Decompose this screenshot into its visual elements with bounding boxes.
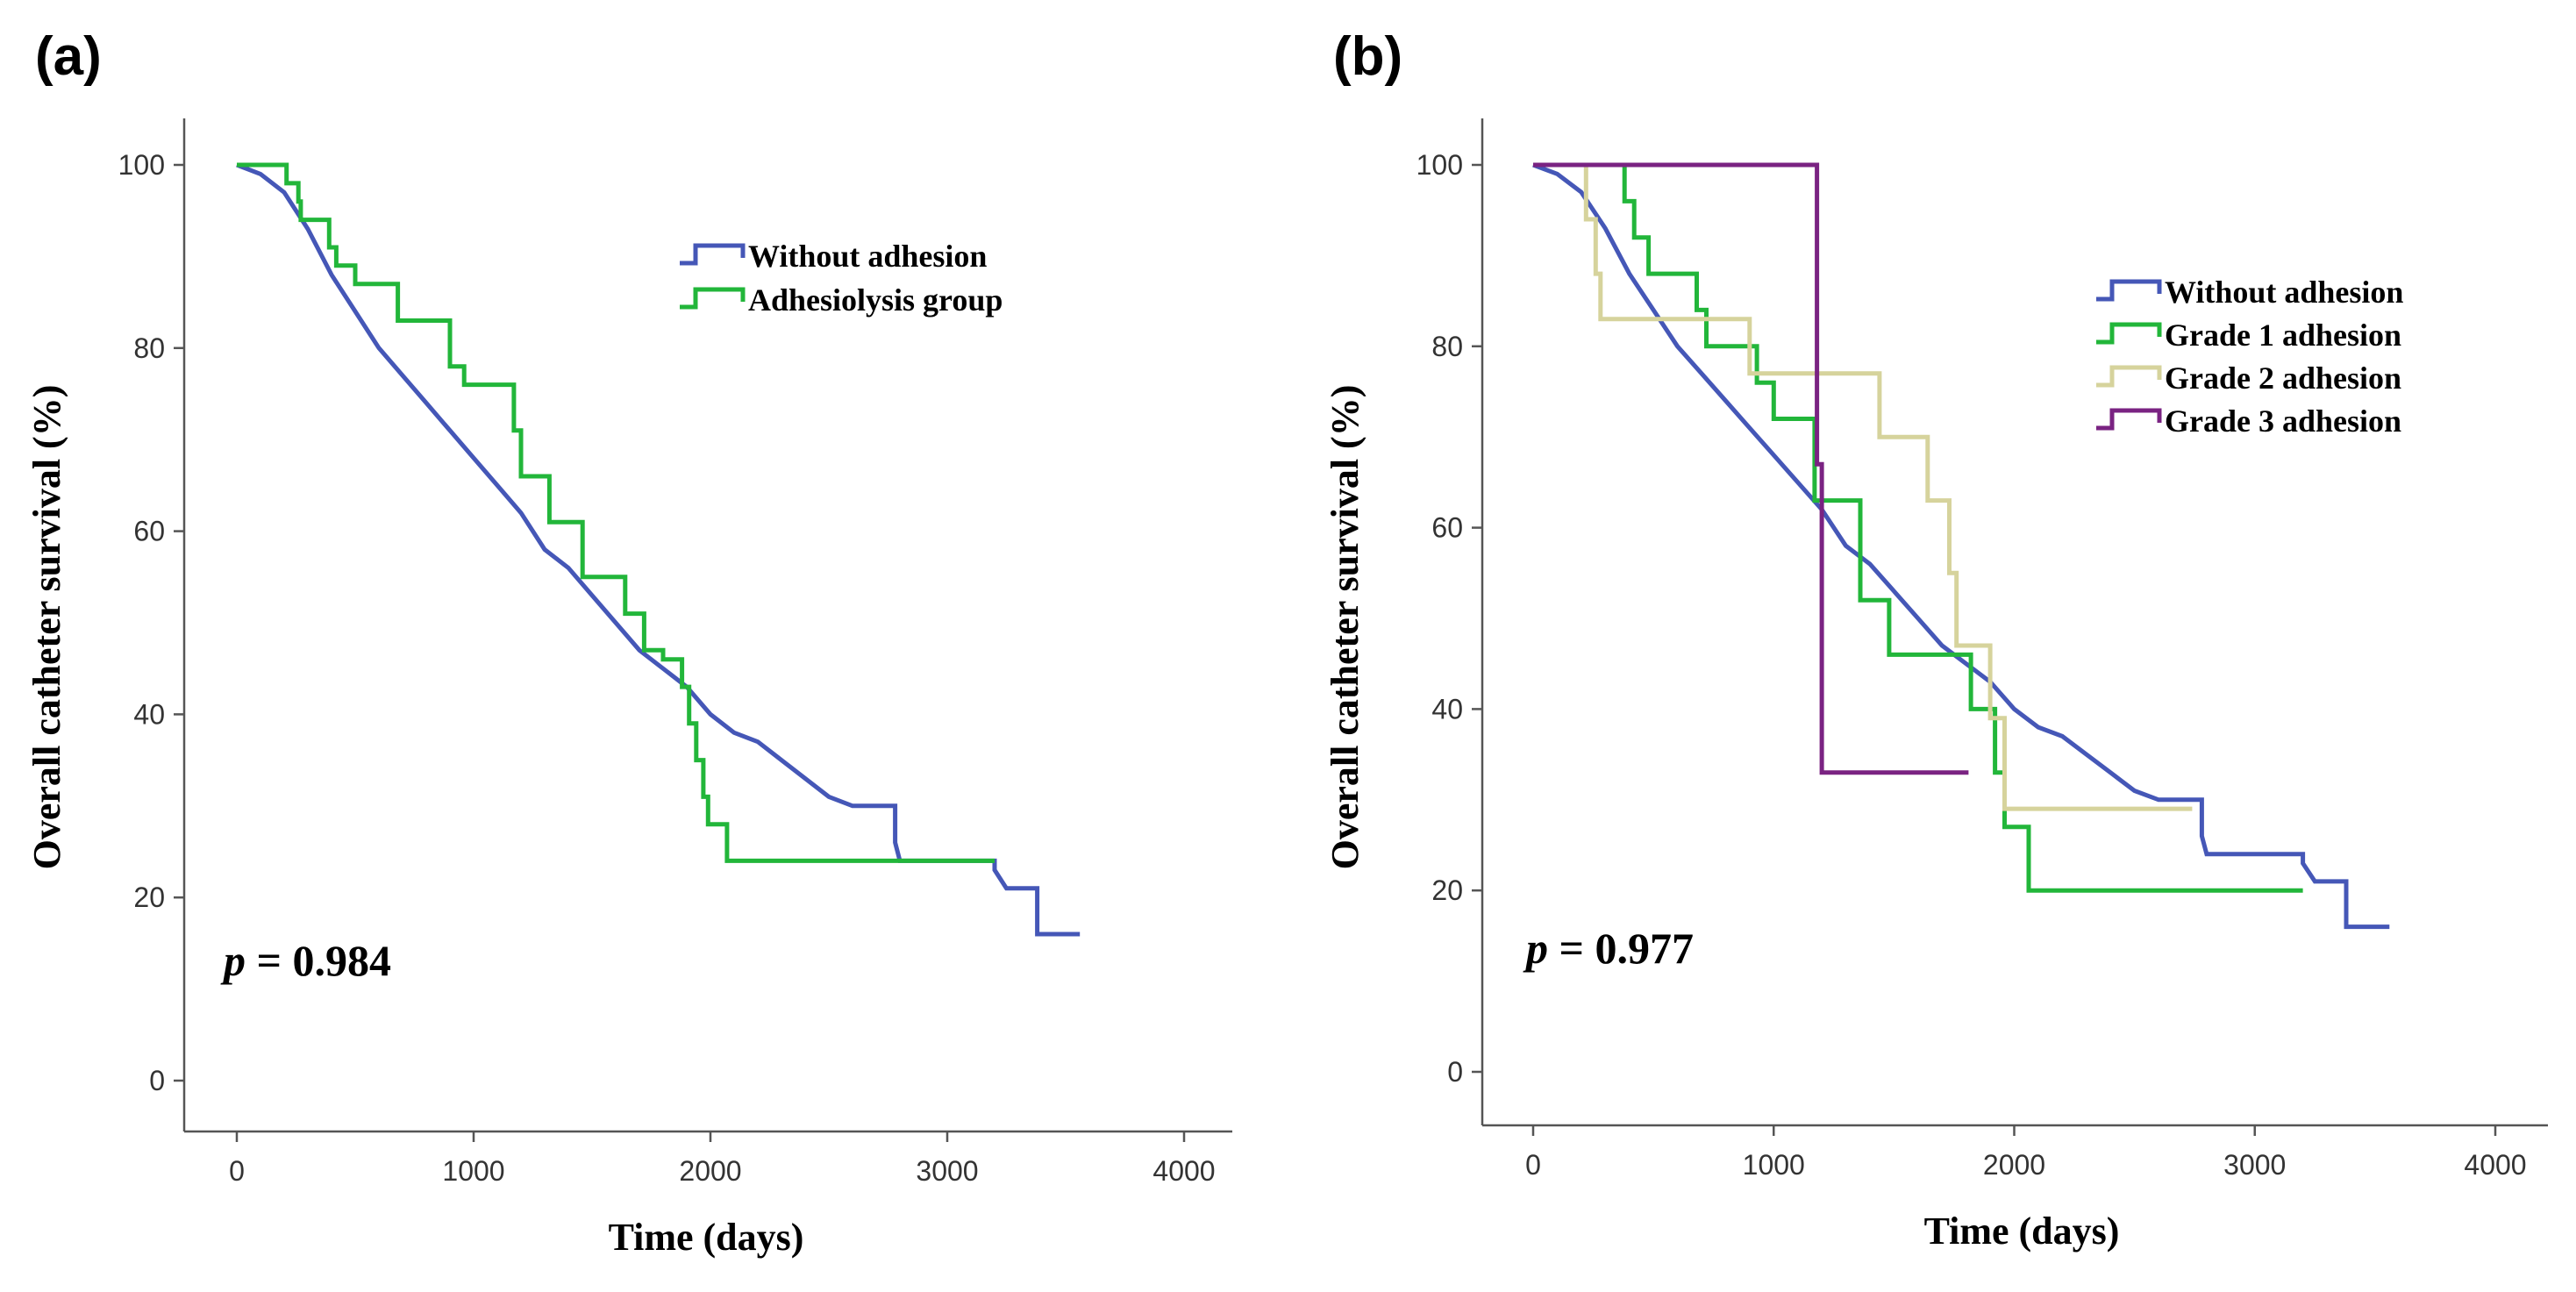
y-tick-label: 20: [133, 882, 165, 913]
p-symbol-a: p: [220, 936, 246, 985]
p-value-a: p = 0.984: [220, 936, 391, 985]
legend-symbol: [2096, 322, 2162, 345]
x-tick-label: 4000: [2464, 1149, 2526, 1181]
legend-symbol: [2096, 365, 2162, 388]
y-tick-label: 20: [1431, 874, 1463, 906]
y-axis-label-b: Overall catheter survival (%): [1324, 385, 1366, 870]
x-tick-label: 3000: [2223, 1149, 2286, 1181]
y-axis-label-a: Overall catheter survival (%): [25, 385, 68, 870]
y-tick-label: 100: [118, 149, 165, 181]
series-line-grade-3-adhesion: [1533, 162, 1969, 775]
series-line-grade-2-adhesion: [1533, 162, 2193, 811]
p-symbol-b: p: [1523, 924, 1548, 973]
y-tick-label: 40: [1431, 693, 1463, 725]
legend-label: Grade 2 adhesion: [2165, 360, 2401, 396]
x-tick-label: 2000: [679, 1155, 741, 1187]
legend-symbol: [2096, 279, 2162, 302]
legend-symbol: [2096, 408, 2162, 431]
legend-label: Grade 1 adhesion: [2165, 318, 2401, 353]
x-tick-label: 4000: [1152, 1155, 1215, 1187]
legend-label: Without adhesion: [748, 239, 987, 274]
panel-label-b: (b): [1333, 26, 1402, 87]
legend-b: Without adhesion Grade 1 adhesion Grade 2 …: [2096, 275, 2403, 439]
legend-symbol: [680, 287, 746, 310]
p-value-b: p = 0.977: [1523, 924, 1694, 973]
legend-label: Adhesiolysis group: [748, 282, 1003, 318]
y-tick-label: 80: [133, 332, 165, 364]
x-axis-label-b: Time (days): [1924, 1210, 2120, 1253]
x-tick-label: 0: [1525, 1149, 1541, 1181]
x-tick-label: 1000: [442, 1155, 504, 1187]
panel-label-a: (a): [35, 26, 102, 87]
y-tick-label: 60: [1431, 512, 1463, 544]
series-layer-a: [236, 162, 1081, 937]
series-line-adhesiolysis-group: [237, 162, 995, 863]
series-layer-b: [1532, 162, 2390, 930]
series-line-without-adhesion: [236, 162, 1081, 937]
y-tick-label: 60: [133, 516, 165, 547]
legend-symbol: [680, 243, 746, 266]
legend-label: Without adhesion: [2165, 275, 2403, 310]
x-tick-label: 0: [229, 1155, 245, 1187]
p-value-text-b: = 0.977: [1548, 924, 1694, 973]
x-tick-label: 2000: [1983, 1149, 2045, 1181]
y-tick-label: 100: [1416, 149, 1463, 181]
y-tick-label: 80: [1431, 331, 1463, 362]
series-line-grade-1-adhesion: [1533, 162, 2303, 893]
p-value-text-a: = 0.984: [246, 936, 391, 985]
x-axis-label-a: Time (days): [609, 1216, 804, 1259]
legend-label: Grade 3 adhesion: [2165, 403, 2401, 439]
y-tick-label: 0: [149, 1065, 165, 1096]
x-tick-label: 3000: [916, 1155, 978, 1187]
legend-a: Without adhesion Adhesiolysis group: [680, 239, 1003, 318]
y-tick-label: 40: [133, 698, 165, 730]
x-tick-label: 1000: [1743, 1149, 1805, 1181]
y-tick-label: 0: [1447, 1056, 1463, 1088]
